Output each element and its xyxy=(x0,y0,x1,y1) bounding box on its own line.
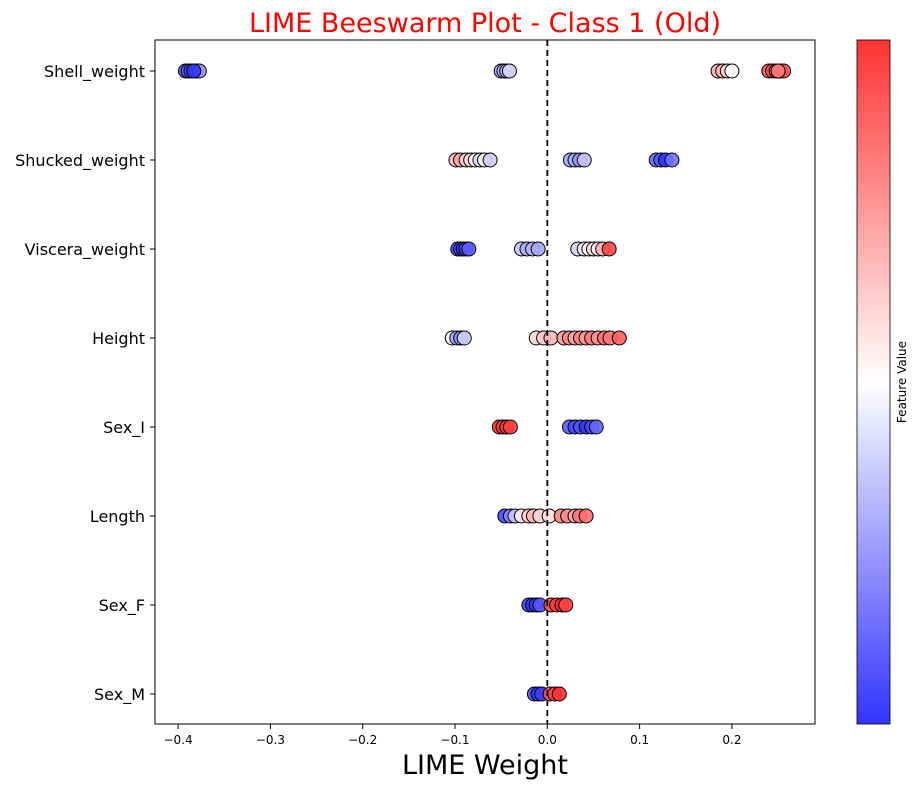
y-axis: Shell_weight Shucked_weight Viscera_weight… xyxy=(15,62,155,705)
data-point xyxy=(461,241,477,257)
data-point xyxy=(551,686,567,702)
data-point xyxy=(601,241,617,257)
x-tick-label: −0.2 xyxy=(348,733,377,747)
y-tick-label: Viscera_weight xyxy=(25,240,145,260)
x-axis-label: LIME Weight xyxy=(402,750,568,781)
x-tick-label: −0.1 xyxy=(440,733,469,747)
plot-frame xyxy=(154,39,816,725)
data-point xyxy=(611,330,627,346)
data-point xyxy=(588,419,604,435)
data-point xyxy=(502,419,518,435)
x-tick-label: 0.0 xyxy=(538,733,557,747)
y-tick-label: Sex_F xyxy=(99,596,145,616)
data-point xyxy=(558,597,574,613)
data-point xyxy=(578,508,594,524)
y-tick-label: Shell_weight xyxy=(44,62,145,82)
data-point xyxy=(724,63,740,79)
y-tick-label: Sex_I xyxy=(103,418,145,438)
plot-area xyxy=(155,40,815,724)
data-point xyxy=(664,152,680,168)
data-point xyxy=(186,63,202,79)
data-point xyxy=(482,152,498,168)
data-point xyxy=(501,63,517,79)
y-tick-label: Height xyxy=(92,329,145,348)
y-tick-label: Sex_M xyxy=(94,685,145,705)
colorbar-label: Feature Value xyxy=(895,341,909,423)
data-point xyxy=(456,330,472,346)
data-point xyxy=(530,241,546,257)
points-layer xyxy=(177,63,792,702)
x-tick-label: 0.2 xyxy=(722,733,741,747)
colorbar xyxy=(856,39,891,725)
y-tick-label: Length xyxy=(90,507,145,526)
data-point xyxy=(770,63,786,79)
chart-title: LIME Beeswarm Plot - Class 1 (Old) xyxy=(249,8,721,39)
x-tick-label: −0.3 xyxy=(256,733,285,747)
x-axis: −0.4 −0.3 −0.2 −0.1 0.0 0.1 0.2 xyxy=(164,724,741,747)
x-tick-label: −0.4 xyxy=(164,733,193,747)
data-point xyxy=(576,152,592,168)
data-point xyxy=(543,330,559,346)
y-tick-label: Shucked_weight xyxy=(15,151,145,171)
x-tick-label: 0.1 xyxy=(630,733,649,747)
